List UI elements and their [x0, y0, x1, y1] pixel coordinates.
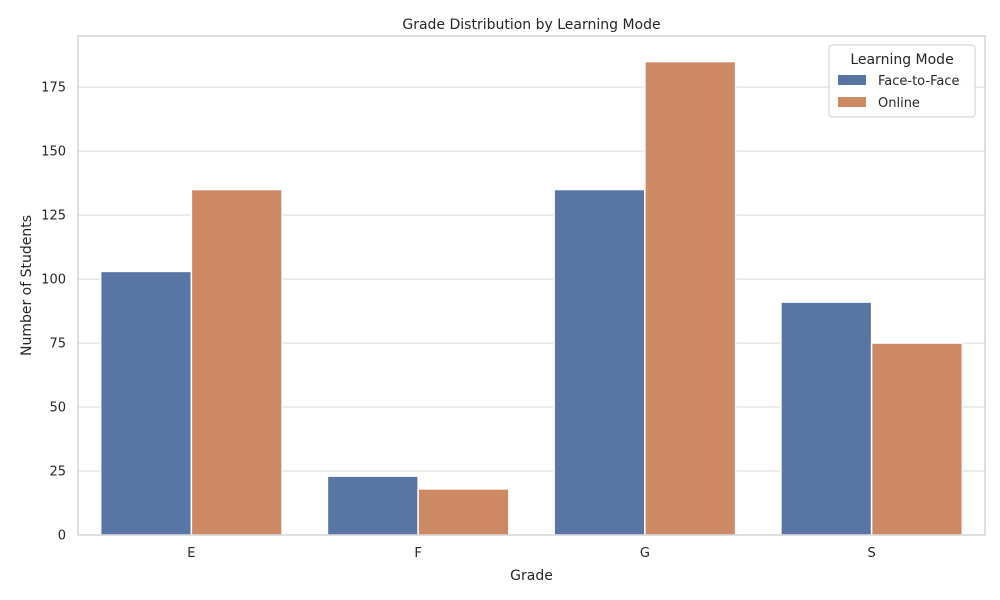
bars: [99, 60, 964, 536]
x-tick-label-f: F: [414, 546, 421, 561]
y-tick-label-150: 150: [41, 145, 66, 160]
legend: Learning Mode Face-to-Face Online: [828, 44, 976, 118]
bar-online-s: [870, 342, 964, 536]
legend-label-online: Online: [878, 96, 920, 111]
y-tick-label-125: 125: [41, 209, 66, 224]
y-tick-label-25: 25: [49, 465, 66, 480]
y-tick-label-0: 0: [58, 529, 66, 544]
bar-face-to-face-g: [553, 188, 646, 536]
x-tick-label-e: E: [187, 546, 195, 561]
bar-online-f: [417, 488, 510, 536]
bar-face-to-face-f: [326, 475, 419, 536]
legend-title: Learning Mode: [850, 52, 953, 68]
plot-frame: [77, 35, 986, 536]
y-tick-label-175: 175: [41, 81, 66, 96]
y-tick-label-50: 50: [49, 401, 66, 416]
y-tick-label-75: 75: [49, 337, 66, 352]
bar-face-to-face-e: [99, 270, 193, 536]
legend-swatch-online: [838, 97, 866, 107]
x-tick-label-s: S: [867, 546, 875, 561]
legend-label-face-to-face: Face-to-Face: [878, 74, 959, 89]
y-tick-labels: 0 25 50 75 100 125 150 175: [41, 81, 66, 544]
x-axis-title: Grade: [510, 568, 553, 584]
y-axis-title: Number of Students: [19, 215, 35, 356]
legend-swatch-face-to-face: [838, 75, 866, 85]
x-tick-label-g: G: [640, 546, 650, 561]
y-tick-label-100: 100: [41, 273, 66, 288]
bar-online-e: [190, 188, 283, 536]
bar-face-to-face-s: [780, 301, 873, 536]
chart-title: Grade Distribution by Learning Mode: [402, 17, 660, 33]
bar-online-g: [644, 60, 737, 536]
